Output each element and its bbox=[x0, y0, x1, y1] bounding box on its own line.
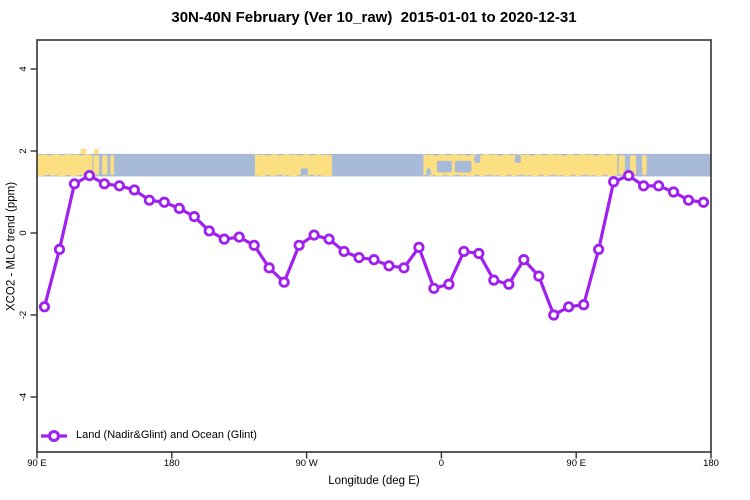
data-point bbox=[53, 243, 66, 255]
data-point bbox=[593, 243, 605, 255]
data-point bbox=[503, 278, 515, 290]
data-point bbox=[173, 202, 185, 214]
legend-marker-icon bbox=[48, 430, 60, 442]
data-point bbox=[563, 301, 575, 313]
data-point bbox=[368, 254, 380, 266]
data-point bbox=[652, 180, 665, 192]
map-band-island bbox=[80, 148, 87, 154]
map-band-land bbox=[630, 155, 637, 175]
legend-label: Land (Nadir&Glint) and Ocean (Glint) bbox=[76, 429, 257, 441]
map-band-land bbox=[93, 155, 100, 175]
y-tick-label: -2 bbox=[18, 310, 29, 320]
data-point bbox=[518, 254, 530, 266]
data-point bbox=[143, 194, 155, 206]
data-point bbox=[68, 178, 81, 190]
map-band-island bbox=[93, 148, 99, 154]
x-tick-label: 180 bbox=[703, 458, 719, 469]
data-point bbox=[233, 231, 245, 243]
data-point bbox=[443, 278, 455, 290]
data-point bbox=[383, 260, 395, 272]
data-point bbox=[293, 239, 305, 251]
data-point bbox=[323, 233, 335, 245]
data-point bbox=[667, 186, 680, 198]
data-point bbox=[548, 309, 560, 321]
data-point bbox=[113, 180, 125, 192]
data-point bbox=[353, 252, 365, 264]
data-point bbox=[637, 180, 650, 192]
data-point bbox=[398, 262, 410, 274]
data-point bbox=[308, 229, 320, 241]
y-tick-label: -4 bbox=[18, 392, 29, 402]
data-point bbox=[263, 262, 275, 274]
data-point bbox=[533, 270, 545, 282]
map-band-sea-patch bbox=[514, 154, 521, 163]
data-point bbox=[697, 196, 710, 208]
map-band-land bbox=[37, 153, 93, 177]
data-point bbox=[608, 176, 620, 188]
data-point bbox=[128, 184, 140, 196]
map-band-sea-patch bbox=[474, 154, 481, 163]
data-point bbox=[578, 299, 590, 311]
data-point bbox=[248, 239, 260, 251]
data-point bbox=[203, 225, 215, 237]
map-band-land bbox=[254, 153, 333, 177]
x-tick-label: 90 E bbox=[27, 458, 47, 469]
data-point bbox=[83, 170, 96, 182]
map-band-sea-patch bbox=[300, 168, 309, 176]
map-band-sea-patch bbox=[436, 160, 452, 173]
x-tick-label: 90 W bbox=[295, 458, 318, 469]
data-point bbox=[488, 274, 500, 286]
x-tick-label: 180 bbox=[163, 458, 180, 469]
data-point bbox=[458, 245, 470, 258]
x-axis-label: Longitude (deg E) bbox=[328, 475, 420, 487]
map-band-land bbox=[423, 153, 618, 177]
data-point bbox=[38, 301, 51, 313]
data-point bbox=[338, 245, 350, 258]
map-band-land bbox=[618, 155, 625, 175]
y-tick-label: 0 bbox=[18, 230, 29, 236]
map-band-land bbox=[642, 155, 647, 175]
y-tick-label: 2 bbox=[18, 148, 29, 154]
map-band-sea-patch bbox=[454, 160, 472, 173]
data-point bbox=[188, 211, 200, 223]
data-point bbox=[413, 241, 425, 253]
data-point bbox=[218, 233, 230, 245]
data-point bbox=[158, 196, 170, 208]
map-band-sea-patch bbox=[426, 168, 431, 176]
plot-border bbox=[36, 39, 712, 453]
data-point bbox=[278, 276, 290, 288]
map-band-land bbox=[110, 155, 115, 175]
data-point bbox=[682, 194, 695, 206]
chart-title: 30N-40N February (Ver 10_raw) 2015-01-01… bbox=[171, 9, 577, 26]
y-tick-label: 4 bbox=[18, 66, 29, 72]
data-point bbox=[98, 178, 111, 190]
map-band-land bbox=[102, 155, 108, 175]
data-point bbox=[473, 247, 485, 260]
data-point bbox=[428, 282, 440, 294]
data-point bbox=[623, 170, 635, 182]
trend-line bbox=[42, 174, 706, 317]
x-tick-label: 90 E bbox=[566, 458, 586, 469]
x-tick-label: 0 bbox=[438, 458, 445, 469]
